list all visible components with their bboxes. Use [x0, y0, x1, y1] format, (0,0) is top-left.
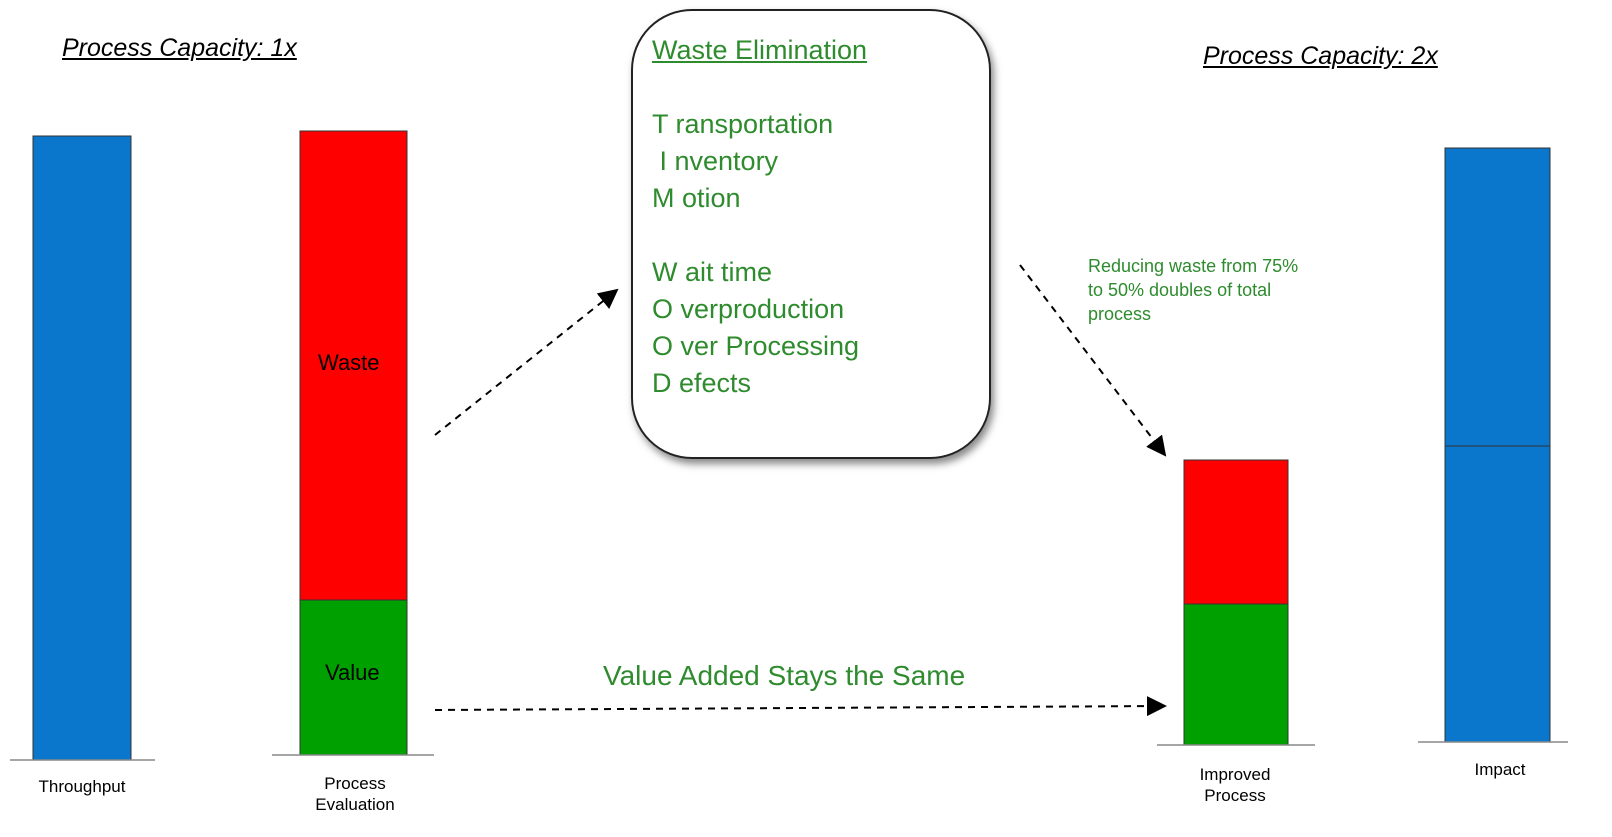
bar-label: Throughput	[38, 777, 126, 796]
annotation: Reducing waste from 75% to 50% doubles o…	[1088, 256, 1299, 324]
waste-item: D efects	[652, 368, 752, 398]
waste-item: O verproduction	[652, 294, 845, 324]
waste-item: O ver Processing	[652, 331, 860, 361]
waste-item: M otion	[652, 183, 741, 213]
heading: Process Capacity: 1x	[62, 34, 297, 62]
arrow	[1019, 264, 1167, 457]
arrow-label: Value Added Stays the Same	[603, 660, 966, 691]
arrow	[434, 288, 619, 436]
waste-item: I nventory	[652, 146, 779, 176]
callout-title: Waste Elimination	[652, 35, 868, 65]
bar-label: Process Evaluation	[315, 774, 395, 814]
bar-label: Improved Process	[1199, 765, 1271, 805]
value-segment	[1183, 603, 1289, 746]
waste-segment	[299, 130, 408, 601]
waste-segment	[1183, 459, 1289, 605]
segment-label: Value	[325, 660, 380, 685]
waste-group: W ait time O verproduction O ver Processin…	[652, 254, 867, 402]
callout-box	[631, 9, 991, 459]
waste-item: T ransportation	[652, 109, 834, 139]
waste-group: T ransportation I nventory M otion	[652, 106, 867, 217]
impact-bar	[1444, 147, 1551, 447]
arrow	[434, 696, 1167, 717]
segment-label: Waste	[318, 350, 380, 375]
bar-label: Impact	[1474, 760, 1526, 779]
impact-bar	[1444, 445, 1551, 743]
waste-item: W ait time	[652, 257, 773, 287]
throughput-bar	[32, 135, 132, 761]
callout: Waste Elimination T ransportation I nven…	[652, 32, 867, 402]
heading: Process Capacity: 2x	[1203, 42, 1438, 70]
